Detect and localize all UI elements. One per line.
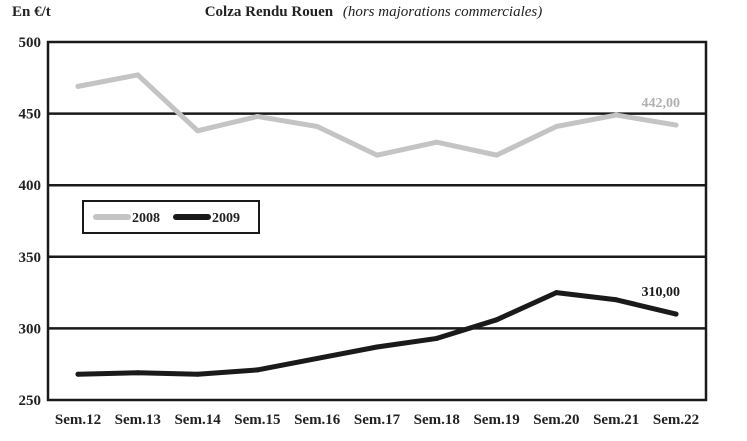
x-tick-label: Sem.17: [354, 412, 401, 428]
y-axis: 500 450 400 350 300 250: [19, 35, 42, 409]
data-point-2008: [434, 139, 440, 145]
data-point-2008: [673, 122, 679, 128]
y-tick-label: 500: [19, 35, 42, 51]
legend: 2008 2009: [82, 200, 260, 234]
y-tick-label: 250: [19, 393, 42, 409]
end-value-label-2008: 442,00: [642, 96, 681, 111]
data-point-2009: [374, 344, 380, 350]
y-unit-label: En €/t: [12, 4, 51, 20]
data-point-2008: [314, 123, 320, 129]
x-tick-label: Sem.12: [55, 412, 101, 428]
plot-frame: [46, 40, 708, 402]
data-point-2009: [254, 367, 260, 373]
series-layer: 442,00 310,00: [75, 72, 681, 377]
x-axis: Sem.12 Sem.13 Sem.14 Sem.15 Sem.16 Sem.17 Sem.…: [55, 412, 699, 428]
series-line-2009: [75, 290, 679, 377]
chart-title-block: Colza Rendu Rouen (hors majorations comm…: [0, 4, 747, 21]
x-tick-label: Sem.16: [294, 412, 341, 428]
data-point-2008: [553, 123, 559, 129]
data-point-2009: [195, 371, 201, 377]
data-point-2008: [195, 128, 201, 134]
x-tick-label: Sem.14: [174, 412, 221, 428]
chart-title: Colza Rendu Rouen: [204, 4, 334, 20]
data-point-2009: [434, 335, 440, 341]
x-tick-label: Sem.18: [414, 412, 460, 428]
legend-label-2009: 2009: [212, 211, 240, 226]
end-value-label-2009: 310,00: [642, 285, 681, 300]
x-tick-label: Sem.15: [234, 412, 280, 428]
x-tick-label: Sem.22: [653, 412, 699, 428]
y-tick-label: 300: [19, 321, 42, 337]
series-line-2008: [75, 72, 679, 158]
data-point-2009: [314, 355, 320, 361]
x-tick-label: Sem.19: [473, 412, 519, 428]
data-point-2009: [553, 290, 559, 296]
y-tick-label: 450: [19, 107, 42, 123]
data-point-2008: [374, 152, 380, 158]
y-tick-label: 400: [19, 178, 42, 194]
x-tick-label: Sem.21: [593, 412, 639, 428]
data-point-2008: [613, 112, 619, 118]
grid-layer: [48, 112, 706, 330]
data-point-2009: [613, 297, 619, 303]
data-point-2009: [673, 311, 679, 317]
y-tick-label: 350: [19, 250, 42, 266]
data-point-2008: [254, 113, 260, 119]
chart-subtitle: (hors majorations commerciales): [342, 4, 543, 20]
data-point-2008: [494, 152, 500, 158]
x-tick-label: Sem.20: [533, 412, 579, 428]
data-point-2008: [135, 72, 141, 78]
legend-label-2008: 2008: [132, 211, 160, 226]
data-point-2009: [75, 371, 81, 377]
x-tick-label: Sem.13: [115, 412, 161, 428]
data-point-2009: [494, 317, 500, 323]
data-point-2008: [75, 83, 81, 89]
data-point-2009: [135, 370, 141, 376]
